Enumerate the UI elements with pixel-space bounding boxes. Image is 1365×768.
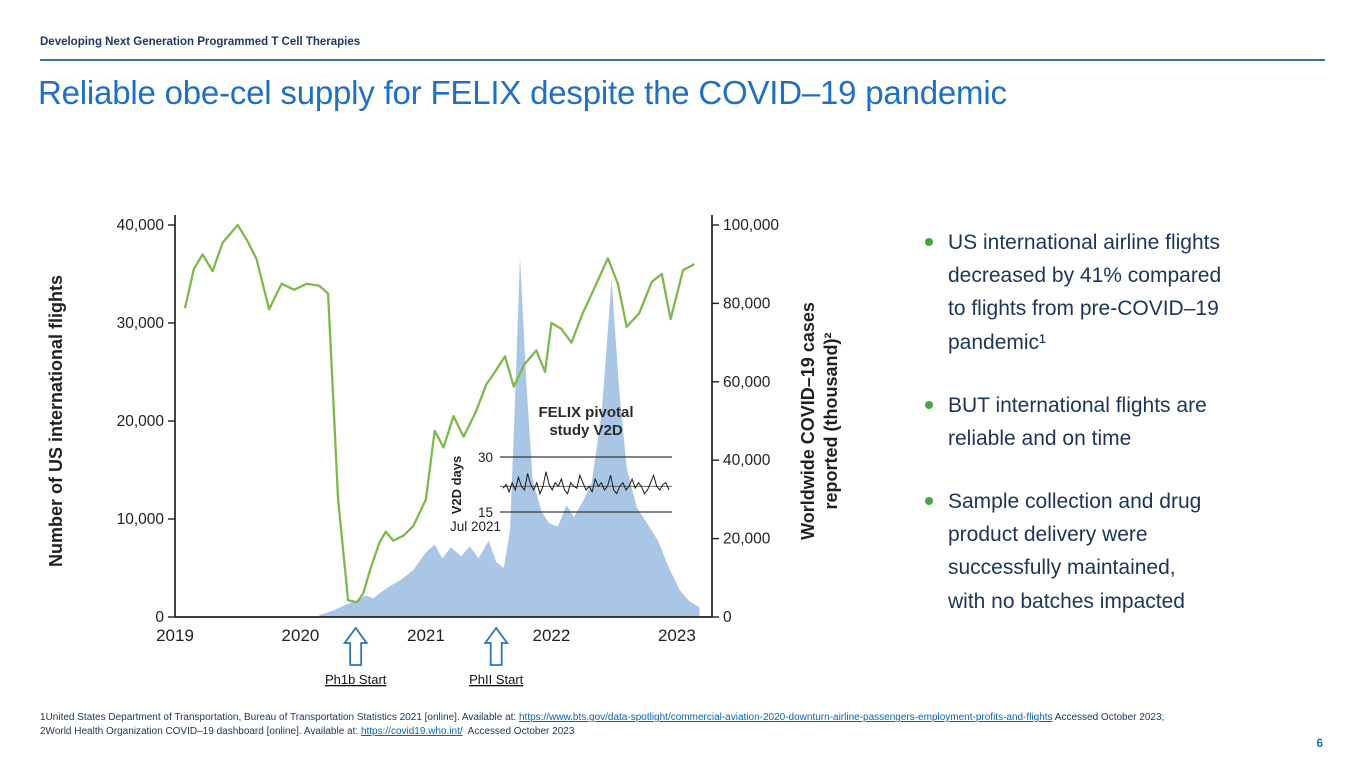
inset-title-line1: FELIX pivotal [538,404,633,421]
footnote-1-suffix: Accessed October 2023; [1052,712,1165,723]
left-tick-label: 0 [155,609,164,626]
phii-start-marker: PhII Start [469,626,524,687]
right-tick-label: 100,000 [723,217,779,234]
inset-ytick-30: 30 [478,450,493,465]
bullet-text: Sample collection and drug product deliv… [948,490,1202,613]
inset-xlabel: Jul 2021 [450,519,501,534]
left-tick-label: 20,000 [117,413,165,430]
arrow-label: Ph1b Start [325,672,387,687]
inset-ytick-15: 15 [478,505,493,520]
x-tick-label: 2023 [658,626,696,645]
footnote-2-text: 2World Health Organization COVID–19 dash… [40,725,361,737]
up-arrow-icon [342,626,369,666]
slide-title: Reliable obe-cel supply for FELIX despit… [38,74,1007,111]
deck-title: Developing Next Generation Programmed T … [40,36,361,48]
left-tick-label: 30,000 [117,315,165,332]
x-tick-label: 2020 [282,626,320,645]
x-tick-label: 2019 [156,626,194,645]
right-axis-title-line2: reported (thousand)² [821,333,841,510]
left-tick-label: 40,000 [117,217,165,234]
right-tick-label: 80,000 [723,295,771,312]
footnote-2-link[interactable]: https://covid19.who.int/ [360,725,463,737]
list-item: US international airline flights decreas… [925,226,1320,359]
bullet-text: US international airline flights decreas… [948,231,1222,354]
bullet-icon [925,238,933,246]
arrow-label: PhII Start [469,672,524,687]
bullet-icon [925,497,933,506]
flights-covid-chart: 0 10,000 20,000 30,000 40,000 0 20,000 40,000 60… [40,195,860,700]
footnote-1-link[interactable]: https://www.bts.gov/data-spotlight/comme… [518,712,1053,723]
left-tick-label: 10,000 [117,511,165,528]
footnote-2: 2World Health Organization COVID–19 dash… [40,725,1340,739]
inset-ylabel: V2D days [449,456,464,515]
right-tick-label: 60,000 [723,374,771,391]
list-item: Sample collection and drug product deliv… [925,485,1320,618]
bullet-text: BUT international flights are reliable a… [948,393,1207,450]
x-tick-label: 2022 [532,626,570,645]
flights-line [183,223,695,604]
bullet-icon [925,400,933,409]
ph1b-start-marker: Ph1b Start [325,626,387,687]
page-number: 6 [1316,736,1323,750]
footnote-2-suffix: Accessed October 2023 [462,725,575,737]
footnote-1: 1United States Department of Transportat… [40,711,1340,725]
inset-title-line2: study V2D [549,422,623,439]
x-tick-label: 2021 [407,626,445,645]
right-tick-label: 0 [723,609,732,626]
key-points-list: US international airline flights decreas… [925,226,1320,618]
list-item: BUT international flights are reliable a… [925,389,1320,455]
header-divider [40,59,1325,61]
covid-cases-area [319,256,700,617]
chart-canvas: 0 10,000 20,000 30,000 40,000 0 20,000 40,000 60… [46,215,841,687]
footnotes: 1United States Department of Transportat… [40,711,1340,739]
up-arrow-icon [483,626,509,666]
v2d-line [502,471,670,496]
left-axis-title: Number of US international flights [46,275,66,567]
footnote-1-text: 1United States Department of Transportat… [40,712,519,723]
right-tick-label: 40,000 [723,452,771,469]
right-axis-title-line1: Worldwide COVID–19 cases [798,302,818,540]
right-tick-label: 20,000 [723,531,771,548]
